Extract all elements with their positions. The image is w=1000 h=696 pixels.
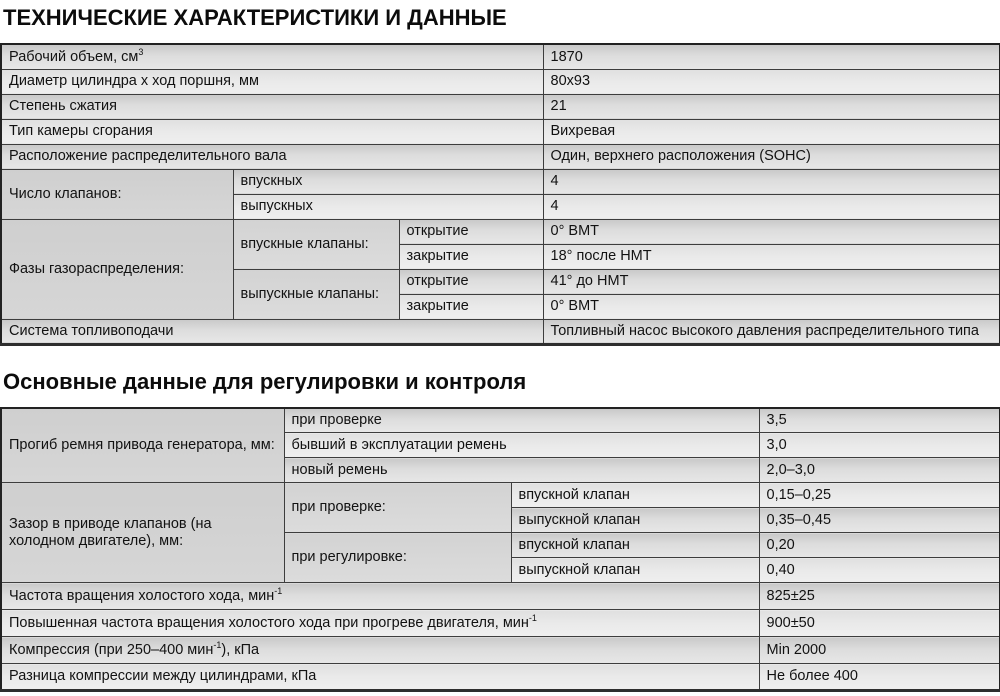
table-row: выпускные клапаны: открытие 41° до НМТ: [1, 268, 1000, 320]
subgroup-label: впускные клапаны:: [232, 218, 400, 270]
table-row: Повышенная частота вращения холостого хо…: [0, 609, 1000, 637]
table-row: при регулировке: впускной клапан 0,20: [1, 532, 1000, 583]
row-label-text: Компрессия (при 250–400 мин: [9, 641, 214, 658]
spec-table-title: ТЕХНИЧЕСКИЕ ХАРАКТЕРИСТИКИ И ДАННЫЕ: [3, 5, 507, 30]
row-value: Один, верхнего расположения (SOHC): [542, 143, 1000, 170]
table-row: Частота вращения холостого хода, мин-1 8…: [0, 582, 1000, 610]
row-label: закрытие: [398, 293, 544, 320]
row-label: выпускной клапан: [510, 507, 760, 533]
row-label: открытие: [398, 268, 544, 295]
row-value: Не более 400: [758, 663, 1000, 691]
table-row: Прогиб ремня привода генератора, мм: при…: [0, 407, 1000, 483]
table-row: Фазы газораспределения: впускные клапаны…: [0, 218, 1000, 320]
row-value: 21: [542, 93, 1000, 120]
row-value: 3,0: [758, 432, 1000, 458]
row-label: впускной клапан: [510, 532, 760, 558]
row-label: Повышенная частота вращения холостого хо…: [0, 609, 760, 637]
row-label: Тип камеры сгорания: [0, 118, 544, 145]
group-label: Прогиб ремня привода генератора, мм:: [0, 407, 285, 483]
spec-table: Рабочий объем, см3 1870 Диаметр цилиндра…: [0, 43, 1000, 346]
row-label: Частота вращения холостого хода, мин-1: [0, 582, 760, 610]
superscript: -1: [274, 586, 283, 597]
row-value: 0,35–0,45: [758, 507, 1000, 533]
row-label: Разница компрессии между цилиндрами, кПа: [0, 663, 760, 691]
row-label-text: Повышенная частота вращения холостого хо…: [9, 614, 529, 631]
row-value: 0° ВМТ: [542, 218, 1000, 245]
table-row: Число клапанов: впускных 4: [0, 168, 1000, 220]
row-label-tail: ), кПа: [221, 641, 260, 658]
row-value: 0,20: [758, 532, 1000, 558]
row-label: впускных: [232, 168, 544, 195]
subgroup-label: выпускные клапаны:: [232, 268, 400, 320]
row-label: Степень сжатия: [0, 93, 544, 120]
row-label-text: Разница компрессии между цилиндрами, кПа: [9, 668, 317, 685]
row-label: открытие: [398, 218, 544, 245]
row-label-text: Частота вращения холостого хода, мин: [9, 587, 275, 604]
row-value: 18° после НМТ: [542, 243, 1000, 270]
row-label: Диаметр цилиндра х ход поршня, мм: [0, 68, 544, 95]
table-row: Разница компрессии между цилиндрами, кПа…: [0, 663, 1000, 691]
row-value: 2,0–3,0: [758, 457, 1000, 483]
superscript: 3: [138, 46, 144, 57]
row-label: Рабочий объем, см3: [0, 43, 544, 70]
superscript: -1: [213, 640, 222, 651]
row-label: Система топливоподачи: [0, 318, 544, 345]
row-value: Топливный насос высокого давления распре…: [542, 318, 1000, 345]
row-value: Вихревая: [542, 118, 1000, 145]
adjust-table: Прогиб ремня привода генератора, мм: при…: [0, 406, 1000, 692]
row-value: 900±50: [758, 609, 1000, 637]
row-value: 4: [542, 193, 1000, 220]
group-label: Фазы газораспределения:: [0, 218, 234, 320]
superscript: -1: [528, 613, 537, 624]
row-value: 41° до НМТ: [542, 268, 1000, 295]
table-row: новый ремень 2,0–3,0: [1, 457, 1000, 483]
adjust-table-title: Основные данные для регулировки и контро…: [3, 368, 527, 394]
row-label: закрытие: [398, 243, 544, 270]
table-row: выпускной клапан 0,40: [1, 557, 1000, 583]
table-row: Тип камеры сгорания Вихревая: [0, 118, 1000, 145]
row-value: 80x93: [542, 68, 1000, 95]
table-row: Степень сжатия 21: [0, 93, 1000, 120]
subgroup-label: при регулировке:: [283, 532, 512, 583]
row-label: впускной клапан: [510, 482, 760, 508]
row-value: 0,40: [758, 557, 1000, 583]
group-label: Число клапанов:: [0, 168, 234, 220]
row-value: 0° ВМТ: [542, 293, 1000, 320]
table-row: Компрессия (при 250–400 мин-1), кПа Min …: [0, 636, 1000, 664]
row-label: Расположение распределительного вала: [0, 143, 544, 170]
row-value: 0,15–0,25: [758, 482, 1000, 508]
row-value: 3,5: [758, 407, 1000, 433]
row-label: при проверке: [283, 407, 760, 433]
row-label: новый ремень: [283, 457, 760, 483]
table-row: Рабочий объем, см3 1870: [0, 43, 1000, 70]
row-label: выпускных: [232, 193, 544, 220]
row-label-text: Рабочий объем, см: [9, 48, 139, 65]
row-value: Min 2000: [758, 636, 1000, 664]
table-row: закрытие 18° после НМТ: [1, 243, 1000, 270]
table-row: Диаметр цилиндра х ход поршня, мм 80x93: [0, 68, 1000, 95]
row-value: 4: [542, 168, 1000, 195]
row-value: 1870: [542, 43, 1000, 70]
row-label: выпускной клапан: [510, 557, 760, 583]
table-row: Система топливоподачи Топливный насос вы…: [0, 318, 1000, 345]
table-row: Расположение распределительного вала Оди…: [0, 143, 1000, 170]
row-label: Компрессия (при 250–400 мин-1), кПа: [0, 636, 760, 664]
subgroup-label: при проверке:: [283, 482, 512, 533]
table-row: Зазор в приводе клапанов (на холодном дв…: [0, 482, 1000, 583]
group-label: Зазор в приводе клапанов (на холодном дв…: [0, 482, 285, 583]
row-label: бывший в эксплуатации ремень: [283, 432, 760, 458]
row-value: 825±25: [758, 582, 1000, 610]
